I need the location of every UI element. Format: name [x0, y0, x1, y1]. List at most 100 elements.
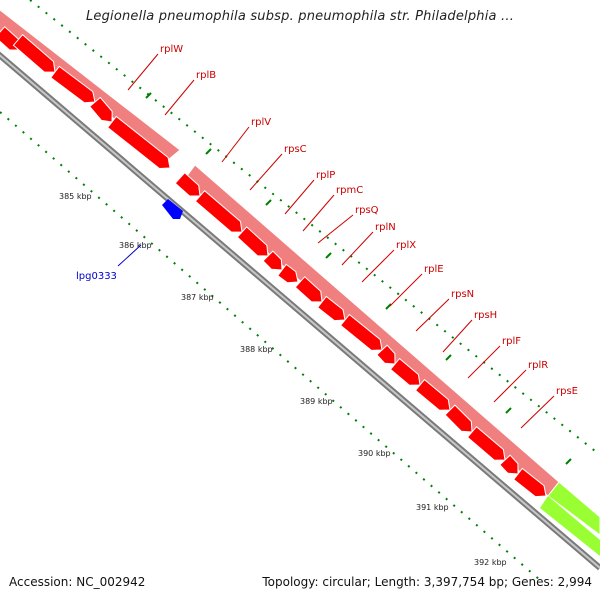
gene-arrow[interactable]	[174, 172, 201, 197]
gene-arrow[interactable]	[444, 404, 473, 433]
tick-dot-inner	[354, 419, 358, 422]
tick-dot-inner	[90, 189, 93, 193]
gene-label-rplV[interactable]: rplV	[251, 117, 271, 128]
tick-dot-outer	[420, 311, 423, 314]
tick-dot-inner	[346, 412, 350, 416]
kbp-label: 392 kbp	[474, 558, 507, 567]
tick-dot-outer	[29, 0, 33, 3]
tick-dot-inner	[29, 137, 33, 141]
tick-dot-outer	[91, 49, 95, 52]
tick-dot-outer	[381, 279, 384, 283]
gene-arrow[interactable]	[50, 65, 96, 104]
tick-dot-inner	[173, 261, 176, 265]
gene-arrow[interactable]	[88, 96, 113, 123]
gene-lpg0333-arrow[interactable]	[162, 199, 183, 219]
gene-label-rpsC[interactable]: rpsC	[284, 144, 307, 155]
gene-arrow[interactable]	[294, 276, 323, 303]
lpg0333-label[interactable]: lpg0333	[76, 271, 117, 282]
tick-dot-inner	[324, 392, 328, 396]
tick-dot-outer	[271, 192, 275, 196]
tick-dot-outer	[521, 392, 525, 396]
gene-green-arrow[interactable]	[540, 496, 600, 556]
map-title: Legionella pneumophila subsp. pneumophil…	[85, 9, 515, 24]
gene-arrow[interactable]	[414, 378, 451, 411]
tick-dot-outer	[388, 286, 392, 290]
gene-arrow[interactable]	[512, 467, 547, 498]
tick-dot-inner	[180, 268, 184, 272]
gene-label-rplW[interactable]: rplW	[160, 44, 183, 55]
tick-dot-inner	[188, 274, 192, 278]
gene-arrow[interactable]	[262, 250, 283, 271]
gene-label-rplP[interactable]: rplP	[316, 170, 335, 181]
tick-dot-outer	[490, 367, 494, 371]
tick-dot-inner	[127, 222, 131, 226]
tick-dot-outer	[162, 105, 166, 109]
gene-arrow[interactable]	[12, 33, 56, 73]
tick-dot-inner	[120, 216, 124, 219]
tick-dot-inner	[59, 163, 63, 167]
tick-dot-outer	[310, 223, 314, 227]
tick-dot-outer	[193, 130, 197, 134]
gene-arrow[interactable]	[376, 344, 396, 365]
kbp-label: 387 kbp	[181, 293, 214, 302]
tick-dot-outer	[341, 248, 345, 252]
tick-dot-outer	[443, 329, 447, 333]
tick-dot-inner	[97, 196, 101, 200]
gene-label-rplB[interactable]: rplB	[196, 70, 216, 81]
tick-dot-outer	[68, 30, 72, 34]
tick-dot-inner	[498, 543, 501, 547]
gene-arrow[interactable]	[499, 454, 519, 475]
gene-label-rpsN[interactable]: rpsN	[451, 289, 474, 300]
gene-label-rplR[interactable]: rplR	[528, 360, 548, 371]
major-tick	[205, 148, 212, 155]
gene-arrow[interactable]	[236, 226, 269, 257]
gene-label-rplN[interactable]: rplN	[375, 222, 396, 233]
gene-arrow[interactable]	[466, 425, 506, 461]
gene-label-rpsE[interactable]: rpsE	[556, 386, 578, 397]
gene-label-rpsH[interactable]: rpsH	[474, 310, 497, 321]
tick-dot-inner	[203, 288, 207, 291]
tick-dot-outer	[232, 161, 236, 165]
gene-arrow[interactable]	[107, 115, 171, 170]
gene-connector	[284, 179, 315, 215]
tick-dot-inner	[535, 576, 539, 580]
gene-arrows[interactable]	[0, 26, 547, 498]
gene-arrow[interactable]	[277, 263, 299, 284]
tick-dot-outer	[529, 398, 533, 402]
tick-dot-inner	[392, 451, 396, 455]
gene-arrow[interactable]	[339, 313, 383, 351]
gene-label-rpsQ[interactable]: rpsQ	[355, 205, 379, 216]
tick-dot-inner	[233, 314, 237, 318]
tick-dot-outer	[154, 99, 158, 102]
gene-arrow[interactable]	[316, 295, 346, 322]
tick-dot-inner	[460, 510, 464, 514]
gene-label-rplE[interactable]: rplE	[424, 264, 444, 275]
tick-dot-outer	[404, 298, 408, 302]
kbp-scale: 385 kbp 386 kbp 387 kbp 388 kbp 389 kbp 390 k…	[59, 192, 507, 567]
gene-connector	[442, 319, 473, 353]
tick-dot-inner	[278, 353, 282, 357]
kbp-label: 388 kbp	[240, 345, 273, 354]
tick-dot-outer	[138, 86, 142, 90]
tick-dot-outer	[107, 61, 111, 65]
tick-dot-inner	[286, 360, 290, 363]
kbp-label: 386 kbp	[119, 241, 152, 250]
tick-dot-outer	[302, 217, 306, 221]
gene-arrow[interactable]	[194, 189, 243, 233]
tick-dot-outer	[295, 211, 298, 215]
gene-label-rpmC[interactable]: rpmC	[336, 185, 363, 196]
gene-label-rplF[interactable]: rplF	[502, 336, 521, 347]
tick-dot-inner	[384, 445, 388, 449]
tick-dot-outer	[498, 373, 502, 377]
tick-dot-outer	[45, 11, 48, 15]
gene-label-rplX[interactable]: rplX	[396, 240, 416, 251]
tick-dot-inner	[263, 340, 267, 344]
tick-dot-inner	[256, 333, 260, 337]
tick-dot-outer	[263, 186, 267, 190]
major-tick	[265, 199, 272, 206]
tick-dot-inner	[467, 517, 471, 521]
tick-dot-outer	[52, 17, 56, 21]
gene-arrow[interactable]	[389, 357, 421, 386]
tick-dot-inner	[331, 399, 335, 403]
